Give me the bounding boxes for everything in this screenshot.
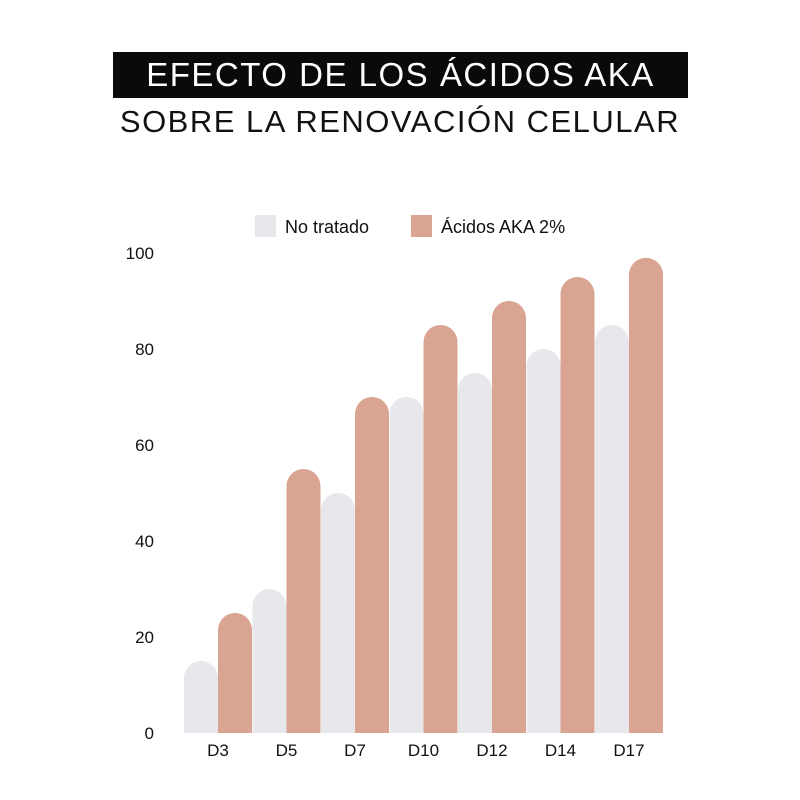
y-tick-label: 80 <box>135 340 154 359</box>
y-tick-label: 100 <box>126 244 154 263</box>
y-tick-label: 40 <box>135 532 154 551</box>
bar-D12-acidos-aka <box>492 301 526 733</box>
bar-D3-no-tratado <box>184 661 218 733</box>
bar-D3-acidos-aka <box>218 613 252 733</box>
x-tick-label: D7 <box>344 741 366 760</box>
x-tick-label: D10 <box>408 741 439 760</box>
x-tick-label: D17 <box>613 741 644 760</box>
chart-title-line2: SOBRE LA RENOVACIÓN CELULAR <box>119 104 681 139</box>
bar-D7-no-tratado <box>321 493 355 733</box>
legend-swatch <box>411 215 432 237</box>
bar-D10-no-tratado <box>389 397 424 733</box>
bar-D14-no-tratado <box>526 349 561 733</box>
x-tick-label: D5 <box>276 741 298 760</box>
legend-swatch <box>255 215 276 237</box>
x-tick-label: D14 <box>545 741 576 760</box>
bar-D12-no-tratado <box>458 373 492 733</box>
bar-D5-acidos-aka <box>286 469 321 733</box>
legend-label: Ácidos AKA 2% <box>441 217 565 237</box>
x-tick-label: D3 <box>207 741 229 760</box>
bar-D5-no-tratado <box>252 589 287 733</box>
bar-D17-no-tratado <box>595 325 629 733</box>
bar-D14-acidos-aka <box>560 277 595 733</box>
legend-label: No tratado <box>285 217 369 237</box>
bar-D7-acidos-aka <box>355 397 389 733</box>
y-tick-label: 20 <box>135 628 154 647</box>
chart-title-line1: EFECTO DE LOS ÁCIDOS AKA <box>113 52 688 98</box>
y-tick-label: 0 <box>145 724 154 743</box>
x-tick-label: D12 <box>476 741 507 760</box>
bar-D17-acidos-aka <box>629 257 663 733</box>
y-tick-label: 60 <box>135 436 154 455</box>
bar-D10-acidos-aka <box>423 325 458 733</box>
